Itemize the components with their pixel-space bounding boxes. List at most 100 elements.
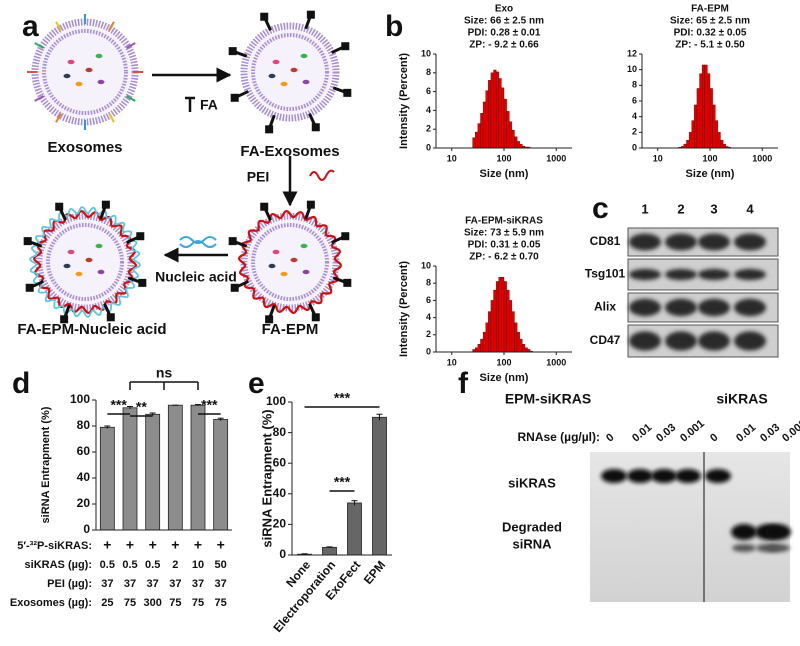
- blot-band: [629, 298, 661, 317]
- y-tick-label: 20: [77, 496, 91, 510]
- histogram-bar: [477, 344, 481, 353]
- cargo: [63, 263, 71, 269]
- histogram-bar: [485, 90, 489, 149]
- lane-label: 2: [677, 201, 684, 216]
- histogram-bar: [511, 129, 515, 149]
- y-tick-label: 100: [266, 394, 286, 408]
- significance-label: ns: [156, 365, 173, 381]
- fa-ligand: [228, 47, 237, 56]
- histogram-bar: [501, 87, 505, 149]
- blot-row-label: CD81: [590, 234, 621, 248]
- blot-band: [665, 233, 697, 251]
- fa-ligand: [260, 12, 269, 21]
- histogram-bar: [514, 136, 518, 149]
- panel-letter: d: [12, 367, 30, 400]
- fa-ligand: [311, 313, 320, 322]
- table-cell: 75: [124, 597, 136, 609]
- histogram-bar: [488, 311, 492, 353]
- histogram-bar: [699, 73, 703, 149]
- histogram-bar: [516, 141, 520, 149]
- y-tick-label: 2: [426, 124, 431, 134]
- surface-protein: [34, 95, 44, 102]
- y-tick-label: 10: [421, 260, 431, 270]
- cargo: [300, 243, 308, 249]
- histogram-bar: [472, 137, 476, 149]
- histogram-bar: [498, 276, 502, 353]
- histogram-bar: [701, 64, 705, 149]
- x-tick-label: 1000: [752, 153, 772, 163]
- y-tick-label: 0: [279, 547, 286, 561]
- nucleic-acid-coat: [29, 206, 141, 318]
- cargo: [67, 59, 75, 65]
- cargo: [97, 269, 105, 275]
- x-tick-label: 1000: [546, 357, 566, 367]
- gel-band-label: siKRAS: [508, 475, 556, 490]
- y-tick-label: 40: [77, 470, 91, 484]
- surface-protein: [34, 42, 44, 49]
- blot-row-label: CD47: [590, 333, 621, 347]
- blot-band: [698, 233, 730, 251]
- histogram-bar: [477, 123, 481, 149]
- histogram-bar: [480, 113, 484, 149]
- significance-label: ***: [334, 390, 351, 406]
- vesicle-membrane: [251, 223, 329, 301]
- gel-lane-label: 0.01: [630, 422, 654, 445]
- y-tick-label: 20: [273, 517, 287, 531]
- histogram-bar: [516, 332, 520, 353]
- cargo: [290, 67, 298, 73]
- surface-protein: [126, 42, 136, 49]
- chart-subtitle: ZP: - 9.2 ± 0.66: [469, 40, 539, 51]
- y-tick-label: 4: [426, 105, 431, 115]
- histogram-bar: [686, 139, 690, 149]
- cargo: [272, 249, 280, 255]
- table-cell: 37: [147, 578, 159, 590]
- cargo: [302, 269, 310, 275]
- surface-protein: [126, 95, 136, 102]
- gel-band: [675, 469, 701, 483]
- y-tick-label: 2: [426, 329, 431, 339]
- y-tick-label: 0: [426, 142, 431, 152]
- fa-ligand: [341, 232, 350, 241]
- histogram-bar: [722, 143, 726, 149]
- histogram-bar: [495, 281, 499, 353]
- cargo: [85, 257, 93, 263]
- fa-ligand: [265, 315, 274, 324]
- histogram-bar: [506, 289, 510, 353]
- chart-title: Exo: [495, 4, 513, 15]
- panel-letter: c: [592, 192, 609, 225]
- histogram-bar: [712, 104, 716, 149]
- x-tick-label: 100: [496, 357, 511, 367]
- cargo: [63, 73, 71, 79]
- x-axis-label: Size (nm): [480, 168, 529, 180]
- table-cell: +: [126, 537, 134, 553]
- blot-row-label: Tsg101: [585, 267, 626, 281]
- fa-ligand: [25, 283, 34, 292]
- panel-letter: e: [248, 367, 265, 400]
- table-cell: 10: [192, 559, 204, 571]
- panel-letter: f: [458, 367, 469, 400]
- vesicle-membrane: [35, 212, 135, 312]
- histogram-bar: [509, 121, 513, 149]
- y-tick-label: 60: [273, 455, 287, 469]
- gel-band: [651, 469, 677, 483]
- y-tick-label: 80: [273, 425, 287, 439]
- chart-subtitle: ZP: - 6.2 ± 0.70: [469, 252, 539, 263]
- chart-subtitle: PDI: 0.32 ± 0.05: [674, 28, 747, 39]
- blot-band: [698, 298, 730, 317]
- significance-label: ***: [110, 397, 127, 413]
- panel-letter: a: [22, 10, 39, 43]
- table-cell: 0.5: [122, 559, 137, 571]
- histogram-bar: [495, 71, 499, 149]
- gel-group-label: siKRAS: [716, 391, 767, 407]
- lane-label: 3: [710, 201, 717, 216]
- chart-title: FA-EPM: [691, 4, 729, 15]
- cargo: [280, 271, 288, 277]
- cargo: [268, 263, 276, 269]
- histogram-bar: [490, 72, 494, 149]
- cargo: [75, 81, 83, 87]
- histogram-bar: [519, 144, 523, 149]
- vesicle-lumen: [39, 26, 131, 118]
- cargo: [97, 79, 105, 85]
- table-cell: 2: [172, 559, 178, 571]
- blot-band: [734, 268, 766, 281]
